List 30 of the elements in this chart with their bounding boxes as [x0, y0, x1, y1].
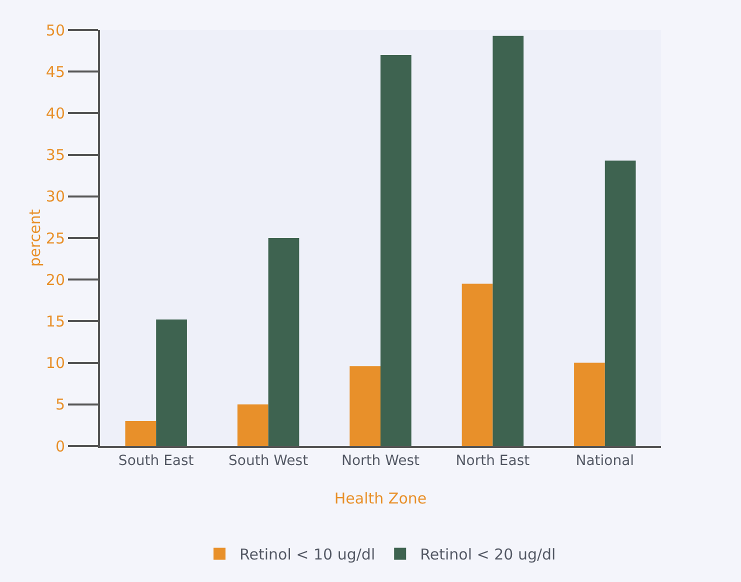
x-tick-label: North East — [456, 452, 530, 469]
bar — [268, 238, 300, 446]
y-tick-label: 45 — [46, 62, 65, 81]
y-tick-label: 40 — [46, 104, 65, 122]
y-tick-label: 0 — [55, 437, 65, 456]
x-tick-label: National — [576, 452, 634, 469]
bar — [350, 366, 380, 446]
bar — [574, 362, 605, 446]
y-tick-label: 30 — [46, 188, 65, 206]
bar — [125, 421, 156, 446]
x-tick-label: South East — [118, 452, 194, 469]
bar — [604, 160, 636, 446]
x-tick-label: South West — [228, 452, 309, 469]
y-tick-label: 20 — [46, 270, 65, 289]
y-axis-title: percent — [26, 209, 44, 267]
bar — [156, 320, 187, 446]
bar — [462, 284, 493, 446]
legend-label: Retinol < 20 ug/dl — [420, 546, 556, 564]
bar — [380, 54, 412, 446]
y-tick-label: 15 — [46, 312, 65, 330]
y-tick-label: 10 — [46, 354, 65, 372]
y-tick-label: 5 — [55, 396, 65, 414]
y-tick-label: 50 — [46, 21, 65, 40]
bar — [237, 404, 268, 446]
y-tick-label: 25 — [46, 229, 65, 248]
bar — [492, 36, 524, 446]
y-tick-label: 35 — [46, 146, 65, 164]
x-tick-label: North West — [341, 452, 420, 469]
x-axis-title: Health Zone — [334, 489, 427, 508]
legend-label: Retinol < 10 ug/dl — [240, 546, 376, 564]
